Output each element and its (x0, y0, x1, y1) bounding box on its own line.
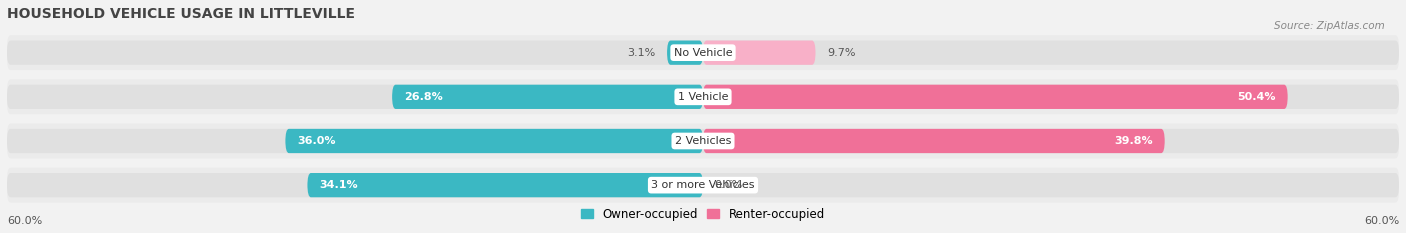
FancyBboxPatch shape (7, 85, 1399, 109)
Text: Source: ZipAtlas.com: Source: ZipAtlas.com (1274, 21, 1385, 31)
Text: 0.0%: 0.0% (714, 180, 742, 190)
FancyBboxPatch shape (7, 129, 1399, 153)
FancyBboxPatch shape (392, 85, 703, 109)
Text: 50.4%: 50.4% (1237, 92, 1277, 102)
FancyBboxPatch shape (703, 85, 1288, 109)
Text: 60.0%: 60.0% (1364, 216, 1399, 226)
FancyBboxPatch shape (666, 41, 703, 65)
FancyBboxPatch shape (7, 35, 1399, 70)
FancyBboxPatch shape (7, 41, 1399, 65)
Text: 3.1%: 3.1% (627, 48, 655, 58)
FancyBboxPatch shape (7, 123, 1399, 158)
FancyBboxPatch shape (308, 173, 703, 197)
Text: No Vehicle: No Vehicle (673, 48, 733, 58)
FancyBboxPatch shape (7, 168, 1399, 202)
Text: 1 Vehicle: 1 Vehicle (678, 92, 728, 102)
Text: 60.0%: 60.0% (7, 216, 42, 226)
Text: 34.1%: 34.1% (319, 180, 357, 190)
FancyBboxPatch shape (703, 41, 815, 65)
Text: 3 or more Vehicles: 3 or more Vehicles (651, 180, 755, 190)
Text: 39.8%: 39.8% (1115, 136, 1153, 146)
Legend: Owner-occupied, Renter-occupied: Owner-occupied, Renter-occupied (576, 203, 830, 226)
Text: 9.7%: 9.7% (827, 48, 856, 58)
Text: 26.8%: 26.8% (404, 92, 443, 102)
FancyBboxPatch shape (7, 79, 1399, 114)
Text: 2 Vehicles: 2 Vehicles (675, 136, 731, 146)
FancyBboxPatch shape (7, 173, 1399, 197)
Text: HOUSEHOLD VEHICLE USAGE IN LITTLEVILLE: HOUSEHOLD VEHICLE USAGE IN LITTLEVILLE (7, 7, 354, 21)
Text: 36.0%: 36.0% (297, 136, 336, 146)
FancyBboxPatch shape (285, 129, 703, 153)
FancyBboxPatch shape (703, 129, 1164, 153)
